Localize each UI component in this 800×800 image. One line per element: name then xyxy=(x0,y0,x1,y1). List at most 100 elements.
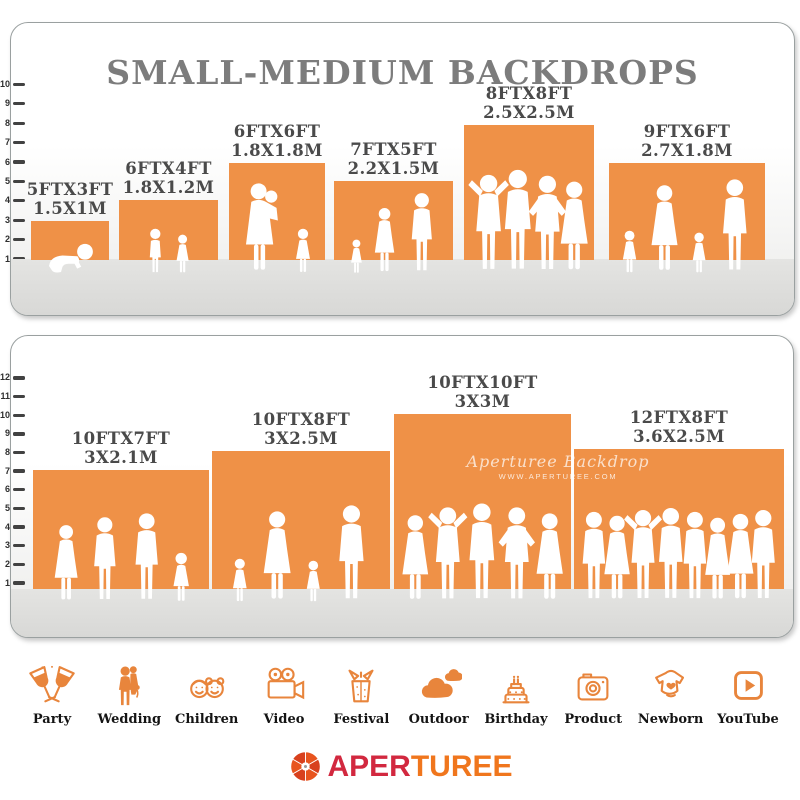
backdrop-size-m: 1.8X1.8M xyxy=(231,140,323,160)
people-silhouettes xyxy=(334,192,453,275)
backdrop-size-label: 7FTX5FT 2.2X1.5M xyxy=(347,140,440,178)
backdrop-rect xyxy=(334,181,453,260)
backdrop-size-m: 3X2.1M xyxy=(84,447,158,467)
armsup-silhouette-icon xyxy=(468,174,509,269)
backdrop-size-label: 8FTX8FT 2.5X2.5M xyxy=(483,84,575,122)
ruler-number: 1 xyxy=(4,253,10,264)
backdrop-size-label: 10FTX7FT 3X2.1M xyxy=(72,429,170,467)
logo-text: APERTUREE xyxy=(327,750,512,784)
girl-silhouette-icon xyxy=(306,560,321,602)
category-video: Video xyxy=(248,660,320,727)
video-icon xyxy=(261,660,307,708)
ruler-number: 8 xyxy=(4,447,10,458)
backdrop-10ftx10ft: 10FTX10FT 3X3M xyxy=(394,373,571,599)
page-title: SMALL-MEDIUM BACKDROPS xyxy=(106,53,699,93)
category-festival: Festival xyxy=(325,660,397,727)
ruler-number: 2 xyxy=(4,234,10,245)
ruler-number: 5 xyxy=(4,502,10,513)
category-label: Video xyxy=(263,712,305,727)
backdrop-size-m: 2.5X2.5M xyxy=(483,102,575,122)
ruler-number: 5 xyxy=(4,175,10,186)
man-silhouette-icon xyxy=(658,507,683,598)
woman-silhouette-icon xyxy=(402,515,429,599)
man-silhouette-icon xyxy=(469,503,495,599)
backdrop-size-label: 6FTX6FT 1.8X1.8M xyxy=(231,122,323,160)
backdrop-size-m: 3X3M xyxy=(454,391,511,411)
ruler-tick xyxy=(13,376,25,380)
backdrop-7ftx5ft: 7FTX5FT 2.2X1.5M xyxy=(334,140,453,273)
backdrop-size-ft: 6FTX4FT xyxy=(125,159,212,178)
people-silhouettes xyxy=(33,512,209,604)
baby-silhouette-icon xyxy=(49,243,93,273)
ruler-number: 6 xyxy=(4,484,10,495)
newborn-icon xyxy=(648,660,694,708)
people-silhouettes xyxy=(119,228,218,275)
backdrop-size-m: 2.2X1.5M xyxy=(347,158,440,178)
backdrop-rect xyxy=(31,221,109,260)
backdrop-size-m: 3.6X2.5M xyxy=(633,426,725,446)
backdrop-size-ft: 6FTX6FT xyxy=(233,122,321,141)
backdrop-size-m: 1.8X1.2M xyxy=(122,177,215,197)
category-newborn: Newborn xyxy=(635,660,707,727)
woman-silhouette-icon xyxy=(560,181,588,270)
category-label: Outdoor xyxy=(408,712,469,727)
birthday-icon xyxy=(493,660,539,708)
ruler-tick xyxy=(13,544,25,548)
woman-silhouette-icon xyxy=(705,517,731,599)
category-label: Wedding xyxy=(97,712,162,727)
womanbaby-silhouette-icon xyxy=(246,183,279,270)
girl-silhouette-icon xyxy=(173,552,189,601)
category-outdoor: Outdoor xyxy=(403,660,475,727)
party-icon xyxy=(29,660,75,708)
ruler-number: 6 xyxy=(4,156,10,167)
man-silhouette-icon xyxy=(505,169,531,269)
bottom-panel: 1 2 3 4 5 6 7 8 9 10 11 12 10FTX7FT 3X2.1M 10FTX8FT 3X… xyxy=(0,335,794,638)
woman-silhouette-icon xyxy=(604,515,630,599)
ruler-tick xyxy=(13,562,25,567)
man-silhouette-icon xyxy=(135,513,158,599)
woman-silhouette-icon xyxy=(651,185,678,270)
ruler-tick xyxy=(13,525,25,529)
woman-silhouette-icon xyxy=(263,511,291,599)
category-label: Party xyxy=(32,712,72,727)
wedding-icon xyxy=(106,660,152,708)
man-silhouette-icon xyxy=(411,193,432,271)
man-silhouette-icon xyxy=(94,517,116,599)
category-label: Newborn xyxy=(637,712,704,727)
ruler-tick xyxy=(13,257,25,261)
girl-silhouette-icon xyxy=(295,228,310,273)
aperture-icon xyxy=(290,751,322,782)
girl-silhouette-icon xyxy=(176,234,189,273)
category-label: Birthday xyxy=(484,712,548,727)
ruler-tick xyxy=(13,121,25,125)
backdrop-10ftx8ft: 10FTX8FT 3X2.5M xyxy=(212,410,390,602)
category-label: Children xyxy=(174,712,239,727)
ruler-tick xyxy=(13,82,25,87)
woman-silhouette-icon xyxy=(374,208,394,272)
armsup-silhouette-icon xyxy=(427,507,468,599)
backdrop-size-label: 12FTX8FT 3.6X2.5M xyxy=(630,408,728,446)
ruler-tick xyxy=(13,469,25,473)
brand-logo: APERTUREE xyxy=(0,748,800,785)
ruler-number: 2 xyxy=(4,558,10,569)
backdrop-size-label: 10FTX10FT 3X3M xyxy=(427,373,537,411)
festival-icon xyxy=(338,660,384,708)
girl-silhouette-icon xyxy=(233,558,247,602)
logo-text-primary: APER xyxy=(327,749,411,783)
ruler-tick xyxy=(13,237,25,242)
armsup-silhouette-icon xyxy=(623,509,662,598)
category-label: Product xyxy=(564,712,623,727)
woman-silhouette-icon xyxy=(54,525,78,600)
ruler-number: 4 xyxy=(4,521,10,532)
man-silhouette-icon xyxy=(582,511,606,599)
ruler-tick xyxy=(13,140,25,145)
backdrop-size-m: 2.7X1.8M xyxy=(641,140,733,160)
children-icon xyxy=(184,660,230,708)
boy-silhouette-icon xyxy=(149,228,161,273)
woman-silhouette-icon xyxy=(726,513,753,599)
top-panel: SMALL-MEDIUM BACKDROPS 1 2 3 4 5 6 7 8 9 10 5FTX3… xyxy=(0,22,795,316)
ruler-number: 10 xyxy=(0,409,11,420)
man-silhouette-icon xyxy=(339,505,364,599)
category-label: YouTube xyxy=(717,712,779,727)
ruler-tick xyxy=(13,199,25,203)
